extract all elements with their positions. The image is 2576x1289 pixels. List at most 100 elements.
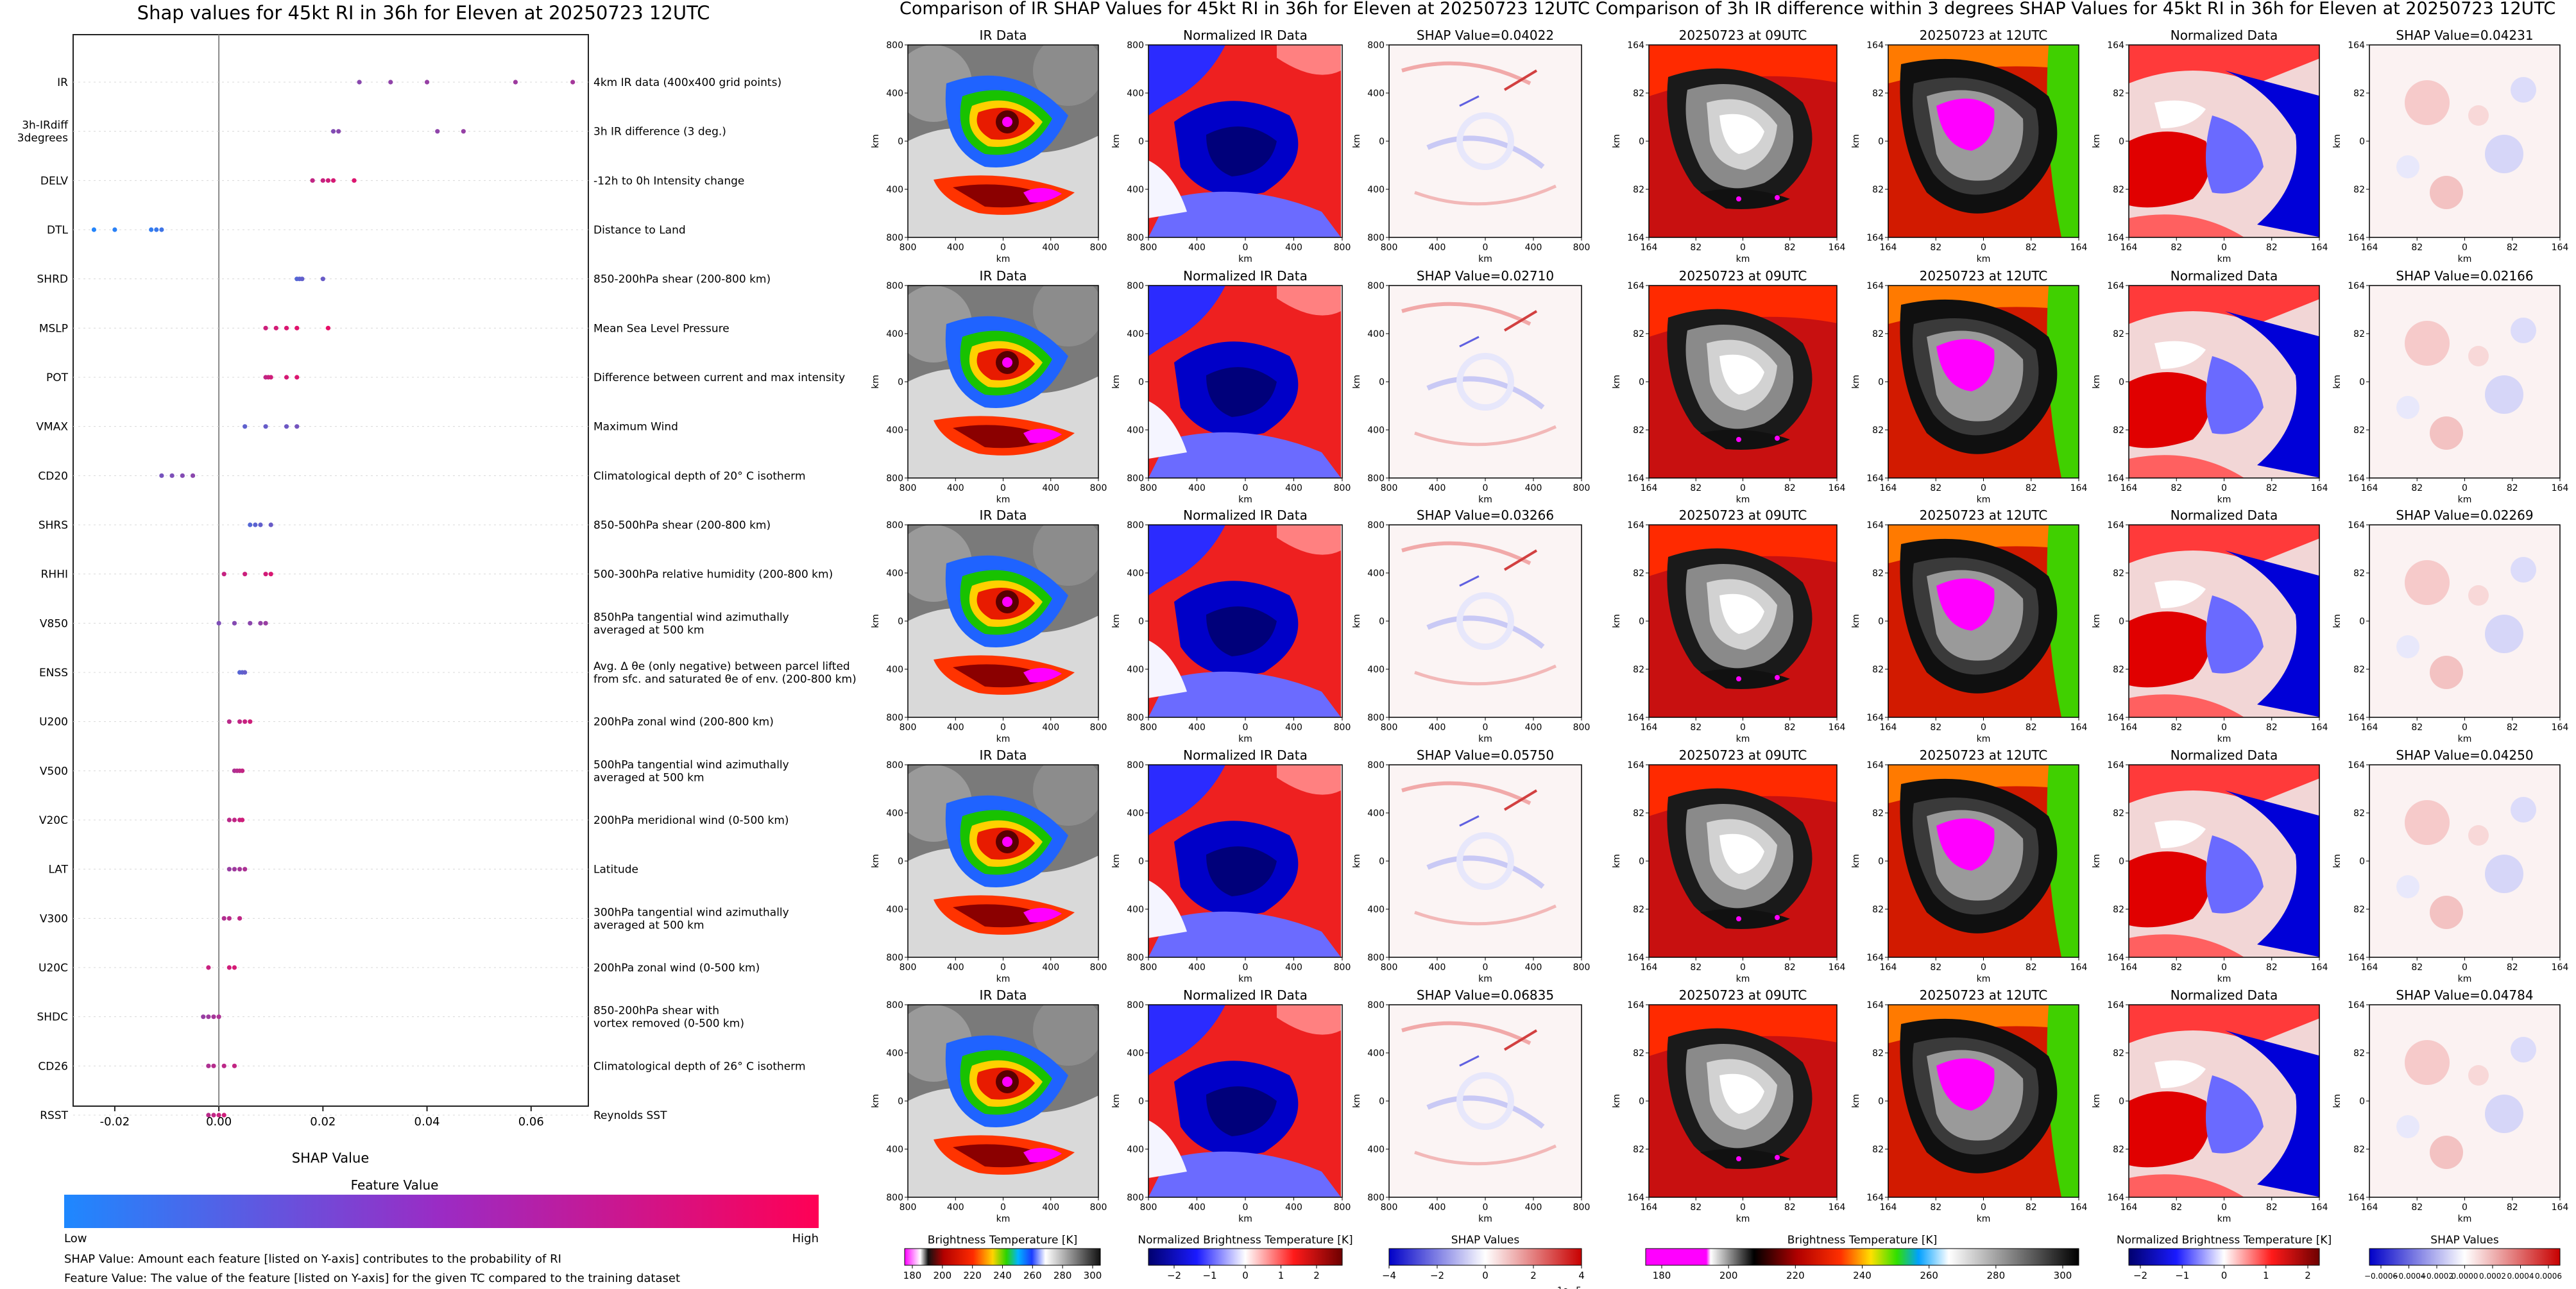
y-tick-label: 400 — [886, 665, 903, 675]
y-axis-unit: km — [1851, 854, 1861, 868]
x-axis-unit: km — [1977, 734, 1991, 744]
shap-point — [357, 80, 362, 85]
ir-09utc-title: 20250723 at 09UTC — [1679, 508, 1807, 523]
shap-point — [226, 965, 232, 970]
y-axis-unit: km — [1352, 134, 1362, 148]
y-tick-label: 800 — [1367, 713, 1385, 723]
feature-description-label: Reynolds SST — [593, 1109, 667, 1122]
y-tick-label: 800 — [886, 520, 903, 531]
x-tick-label: 400 — [1285, 1202, 1302, 1213]
colorbar-tick-label: 1 — [1278, 1270, 1284, 1281]
x-tick-label: 164 — [1829, 722, 1846, 733]
x-tick-label: 164 — [1880, 722, 1897, 733]
y-tick-label: 82 — [1872, 89, 1884, 99]
x-tick-label: 82 — [1930, 962, 1941, 973]
x-axis-unit: km — [2458, 974, 2472, 984]
y-axis-unit: km — [2332, 1094, 2342, 1108]
y-tick-label: 400 — [1127, 568, 1144, 579]
normalized-diff-image — [2128, 1004, 2320, 1198]
x-tick-label: 0 — [1483, 243, 1488, 253]
x-tick-label: 82 — [1784, 1202, 1796, 1213]
x-axis-unit: km — [996, 734, 1011, 744]
y-tick-label: 82 — [2353, 185, 2365, 195]
colorbar-tick-label: 200 — [1719, 1270, 1738, 1281]
x-tick-label: 164 — [2311, 1202, 2328, 1213]
x-tick-label: 164 — [2361, 722, 2378, 733]
x-axis-unit: km — [1478, 495, 1492, 505]
y-tick-label: 800 — [886, 474, 903, 484]
x-tick-label: 800 — [1573, 483, 1591, 493]
x-tick-label: 164 — [1880, 243, 1897, 253]
y-tick-label: 164 — [1627, 713, 1644, 723]
x-tick-label: 164 — [2552, 1202, 2569, 1213]
x-tick-label: 400 — [1429, 722, 1446, 733]
y-tick-label: 0 — [2119, 1097, 2124, 1107]
y-tick-label: 164 — [1627, 953, 1644, 963]
y-tick-label: 0 — [1138, 137, 1144, 147]
colorbar-tick-label: 280 — [1053, 1270, 1072, 1281]
ir-data-title: IR Data — [980, 508, 1027, 523]
ir-09utc-image — [1648, 44, 1838, 238]
y-tick-label: 82 — [2113, 665, 2124, 675]
y-tick-label: 82 — [2353, 1048, 2365, 1059]
normalized-diff-title: Normalized Data — [2171, 28, 2278, 43]
feature-description-label: Mean Sea Level Pressure — [593, 322, 729, 335]
y-tick-label: 800 — [1367, 281, 1385, 291]
x-axis-unit: km — [1977, 974, 1991, 984]
y-tick-label: 164 — [1866, 713, 1884, 723]
x-tick-label: 82 — [1690, 962, 1702, 973]
ir-09utc-image — [1648, 764, 1838, 958]
x-tick-label: 164 — [2552, 722, 2569, 733]
x-axis-unit: km — [1977, 1214, 1991, 1224]
x-axis-unit: km — [2217, 1214, 2231, 1224]
shap-point — [263, 572, 268, 577]
ir-09utc-title: 20250723 at 09UTC — [1679, 28, 1807, 43]
y-axis-unit: km — [2332, 375, 2342, 389]
colorbar-tick-label: 300 — [2054, 1270, 2072, 1281]
colorbar — [904, 1248, 1101, 1266]
y-tick-label: 0 — [1138, 617, 1144, 627]
y-tick-label: 400 — [1127, 665, 1144, 675]
shap-point — [320, 178, 325, 183]
feature-description-label: Latitude — [593, 864, 638, 876]
x-tick-label: 82 — [2507, 722, 2518, 733]
x-axis-unit: km — [2458, 495, 2472, 505]
normalized-diff-title: Normalized Data — [2171, 747, 2278, 763]
shap-point — [149, 227, 154, 232]
shap-point — [330, 129, 336, 134]
shap-point — [325, 325, 331, 330]
x-tick-label: 400 — [1429, 483, 1446, 493]
y-tick-label: 164 — [2107, 1193, 2124, 1203]
ir-colorbars: Brightness Temperature [K]180 200 220 240 26… — [903, 1234, 1585, 1289]
x-tick-label: 164 — [2120, 1202, 2138, 1213]
shap-point — [232, 817, 237, 823]
feature-code-label: VMAX — [36, 421, 68, 434]
x-tick-label: 164 — [1880, 1202, 1897, 1213]
feature-code-label: U200 — [39, 716, 68, 729]
y-tick-label: 400 — [1367, 808, 1385, 819]
colorbar — [1148, 1248, 1343, 1266]
y-tick-label: 164 — [1866, 40, 1884, 51]
shap-point — [211, 1014, 216, 1020]
y-tick-label: 82 — [1872, 808, 1884, 819]
y-tick-label: 82 — [1633, 329, 1644, 339]
x-tick-label: 800 — [1140, 483, 1157, 493]
shap-point — [388, 80, 393, 85]
x-tick-label: 82 — [2026, 483, 2037, 493]
y-tick-label: 400 — [1367, 1048, 1385, 1059]
x-tick-label: 82 — [2507, 243, 2518, 253]
x-axis-unit: km — [1478, 974, 1492, 984]
x-tick-label: 400 — [1429, 243, 1446, 253]
x-tick-label: 0 — [1000, 483, 1006, 493]
colorbar-tick-label: 260 — [1920, 1270, 1938, 1281]
y-tick-label: 0 — [2119, 617, 2124, 627]
shap-point — [221, 916, 226, 921]
y-tick-label: 164 — [2348, 233, 2365, 243]
x-tick-label: 400 — [1188, 483, 1206, 493]
shap-point — [248, 719, 253, 724]
y-tick-label: 0 — [898, 857, 903, 867]
y-tick-label: 82 — [2113, 568, 2124, 579]
x-tick-label: 400 — [1525, 483, 1542, 493]
shap-point — [206, 1113, 211, 1118]
